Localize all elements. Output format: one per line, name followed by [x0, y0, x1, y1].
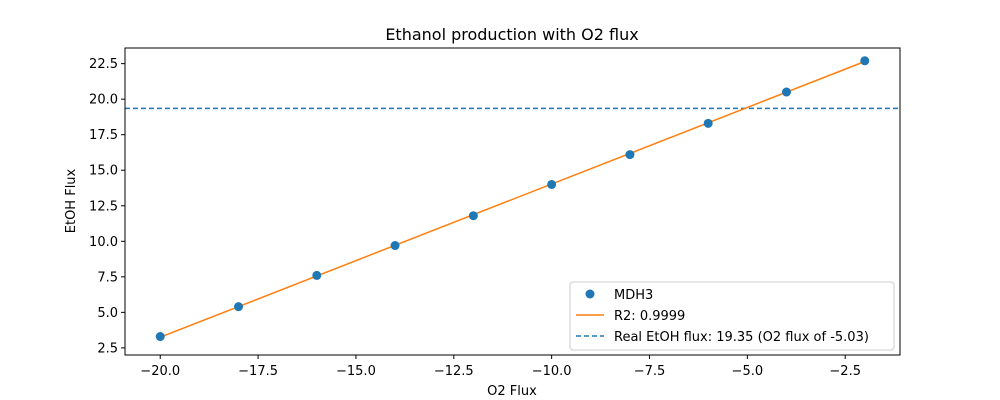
y-tick-label: 2.5 [97, 341, 118, 356]
legend-label-r2: R2: 0.9999 [614, 309, 685, 324]
x-tick-label: −15.0 [336, 364, 376, 379]
y-tick-label: 17.5 [89, 128, 118, 143]
fit-line [159, 60, 866, 338]
data-point [468, 211, 478, 221]
legend-label-mdh3: MDH3 [614, 288, 653, 303]
chart-title: Ethanol production with O2 flux [385, 25, 638, 44]
y-tick-label: 12.5 [89, 199, 118, 214]
data-point [703, 118, 713, 128]
y-tick-label: 22.5 [89, 57, 118, 72]
plot-area-frame [124, 47, 901, 356]
y-tick-label: 5.0 [97, 306, 118, 321]
data-point [860, 56, 870, 66]
y-tick-label: 15.0 [89, 164, 118, 179]
y-tick-label: 10.0 [89, 235, 118, 250]
legend-label-real-etoh: Real EtOH flux: 19.35 (O2 flux of -5.03) [614, 330, 869, 345]
x-tick-label: −17.5 [238, 364, 278, 379]
legend: MDH3 R2: 0.9999 Real EtOH flux: 19.35 (O… [569, 281, 895, 351]
data-point [312, 270, 322, 280]
legend-box [569, 281, 895, 351]
x-tick-label: −20.0 [140, 364, 180, 379]
x-tick-label: −10.0 [532, 364, 572, 379]
data-point [625, 150, 635, 160]
x-tick-label: −5.0 [732, 364, 764, 379]
data-point [547, 179, 557, 189]
x-axis-label: O2 Flux [487, 384, 537, 399]
x-tick-label: −7.5 [634, 364, 666, 379]
x-tick-label: −2.5 [829, 364, 861, 379]
y-tick-label: 7.5 [97, 270, 118, 285]
legend-marker-mdh3 [585, 289, 595, 299]
x-axis: −20.0 −17.5 −15.0 −12.5 −10.0 −7.5 −5.0 −2.5 [140, 355, 861, 379]
y-tick-label: 20.0 [89, 93, 118, 108]
y-axis-label: EtOH Flux [64, 168, 79, 233]
y-axis: 2.5 5.0 7.5 10.0 12.5 15.0 17.5 20.0 22.5 [89, 57, 125, 356]
data-point [390, 241, 400, 251]
data-point [155, 332, 165, 342]
data-point [781, 87, 791, 97]
plot-marks [125, 56, 900, 342]
data-point [234, 302, 244, 312]
x-tick-label: −12.5 [434, 364, 474, 379]
